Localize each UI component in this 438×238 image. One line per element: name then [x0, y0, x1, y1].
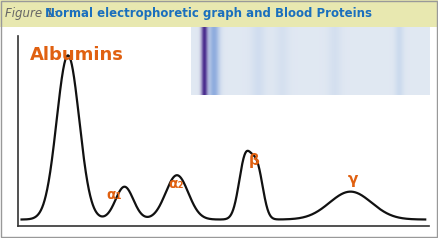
Text: γ: γ [348, 172, 358, 187]
Text: β: β [249, 153, 260, 168]
Text: α₁: α₁ [106, 188, 122, 203]
Text: α₂: α₂ [168, 177, 184, 191]
Text: Albumins: Albumins [30, 46, 124, 64]
Text: Figure 1:: Figure 1: [5, 7, 65, 20]
Text: Normal electrophoretic graph and Blood Proteins: Normal electrophoretic graph and Blood P… [45, 7, 372, 20]
